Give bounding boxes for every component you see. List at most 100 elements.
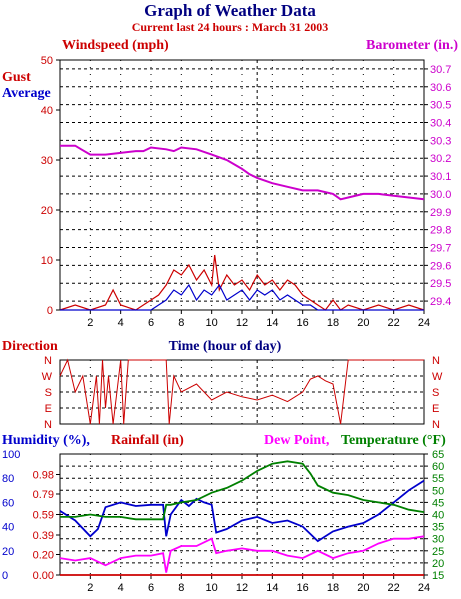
windspeed-tick-label: 10 (41, 255, 53, 267)
rainfall-tick-label: 0.20 (33, 549, 54, 561)
rainfall-tick-label: 0.39 (33, 530, 54, 542)
x-tick-label: 6 (148, 582, 154, 594)
barometer-tick-label: 29.9 (430, 207, 451, 219)
x-tick-label: 4 (118, 582, 124, 594)
barometer-tick-label: 30.3 (430, 135, 451, 147)
direction-tick-label-left: N (44, 355, 52, 367)
direction-tick-label-right: E (432, 403, 439, 415)
plot-frame (59, 59, 425, 311)
series-humidity (59, 479, 425, 543)
direction-tick-label-right: W (432, 371, 443, 383)
chart-title: Graph of Weather Data (144, 1, 316, 20)
x-tick-label: 8 (178, 582, 184, 594)
barometer-tick-label: 30.4 (430, 118, 451, 130)
barometer-tick-label: 29.4 (430, 296, 451, 308)
barometer-tick-label: 29.7 (430, 243, 451, 255)
barometer-tick-label: 29.5 (430, 278, 451, 290)
rainfall-tick-label: 0.00 (33, 570, 54, 582)
temperature-tick-label: 65 (432, 449, 444, 461)
direction-tick-label-left: N (44, 419, 52, 431)
series-direction (59, 358, 424, 425)
temperature-tick-label: 40 (432, 510, 444, 522)
direction-tick-label-right: N (432, 355, 440, 367)
x-axis-label: Time (hour of day) (169, 339, 282, 354)
x-tick-label: 14 (266, 317, 278, 329)
chart-subtitle: Current last 24 hours : March 31 2003 (132, 20, 329, 34)
x-tick-label: 12 (236, 582, 248, 594)
direction-tick-label-left: E (45, 403, 52, 415)
humidity-tick-label: 60 (2, 497, 14, 509)
windspeed-tick-label: 50 (41, 55, 53, 67)
rainfall-tick-label: 0.59 (33, 510, 54, 522)
temperature-tick-label: 50 (432, 485, 444, 497)
wind-barometer-panel: 29.4 29.5 29.6 29.7 29.8 29.9 30.0 30.1 30.2 30.3… (41, 55, 452, 329)
series-barometer (60, 144, 425, 201)
series-temperature (60, 460, 425, 521)
barometer-tick-label: 30.1 (430, 171, 451, 183)
rainfall-axis-label: Rainfall (in) (111, 433, 184, 448)
x-tick-label: 18 (327, 582, 339, 594)
direction-axis-label: Direction (2, 339, 58, 354)
direction-panel: N NW WS SE EN N (42, 355, 443, 431)
humidity-tick-label: 100 (2, 449, 20, 461)
barometer-tick-label: 30.5 (430, 100, 451, 112)
barometer-tick-label: 29.6 (430, 260, 451, 272)
humidity-tick-label: 80 (2, 473, 14, 485)
barometer-tick-label: 29.8 (430, 225, 451, 237)
x-tick-label: 2 (87, 317, 93, 329)
direction-tick-label-right: S (432, 387, 439, 399)
x-tick-label: 12 (236, 317, 248, 329)
x-tick-label: 20 (357, 317, 369, 329)
humidity-axis-label: Humidity (%), (2, 433, 90, 448)
x-tick-label: 24 (418, 317, 430, 329)
x-tick-label: 18 (327, 317, 339, 329)
temperature-tick-label: 25 (432, 546, 444, 558)
temperature-tick-label: 15 (432, 570, 444, 582)
direction-tick-label-left: S (45, 387, 52, 399)
humidity-tick-label: 20 (2, 546, 14, 558)
dewpoint-axis-label: Dew Point, (264, 433, 329, 448)
direction-tick-label-right: N (432, 419, 440, 431)
barometer-tick-label: 30.7 (430, 64, 451, 76)
x-tick-label: 16 (297, 317, 309, 329)
x-tick-label: 10 (206, 317, 218, 329)
barometer-tick-label: 30.0 (430, 189, 451, 201)
humidity-tick-label: 0 (2, 570, 8, 582)
rainfall-tick-label: 0.79 (33, 489, 54, 501)
legend-average: Average (2, 86, 51, 101)
temperature-tick-label: 45 (432, 497, 444, 509)
x-tick-label: 16 (297, 582, 309, 594)
series-dew-point (59, 535, 425, 573)
series-gust (59, 254, 425, 311)
windspeed-tick-label: 0 (47, 305, 53, 317)
temperature-tick-label: 60 (432, 461, 444, 473)
x-tick-label: 8 (178, 317, 184, 329)
humidity-temperature-panel: 15202530354045505560650204060801000.000.… (2, 449, 444, 594)
legend-gust: Gust (2, 70, 31, 85)
temperature-tick-label: 35 (432, 522, 444, 534)
x-tick-label: 4 (118, 317, 124, 329)
barometer-tick-label: 30.2 (430, 153, 451, 165)
windspeed-tick-label: 40 (41, 105, 53, 117)
windspeed-tick-label: 30 (41, 155, 53, 167)
direction-tick-label-left: W (42, 371, 53, 383)
windspeed-axis-label: Windspeed (mph) (62, 38, 169, 53)
temperature-tick-label: 30 (432, 534, 444, 546)
barometer-axis-label: Barometer (in.) (366, 38, 458, 53)
x-tick-label: 2 (87, 582, 93, 594)
humidity-tick-label: 40 (2, 522, 14, 534)
x-tick-label: 10 (206, 582, 218, 594)
x-tick-label: 22 (388, 317, 400, 329)
windspeed-tick-label: 20 (41, 205, 53, 217)
x-tick-label: 22 (388, 582, 400, 594)
temperature-axis-label: Temperature (°F) (341, 433, 446, 448)
temperature-tick-label: 20 (432, 558, 444, 570)
x-tick-label: 24 (418, 582, 430, 594)
x-tick-label: 20 (357, 582, 369, 594)
x-tick-label: 6 (148, 317, 154, 329)
series-average (60, 283, 424, 311)
barometer-tick-label: 30.6 (430, 82, 451, 94)
rainfall-tick-label: 0.98 (33, 470, 54, 482)
x-tick-label: 14 (266, 582, 278, 594)
